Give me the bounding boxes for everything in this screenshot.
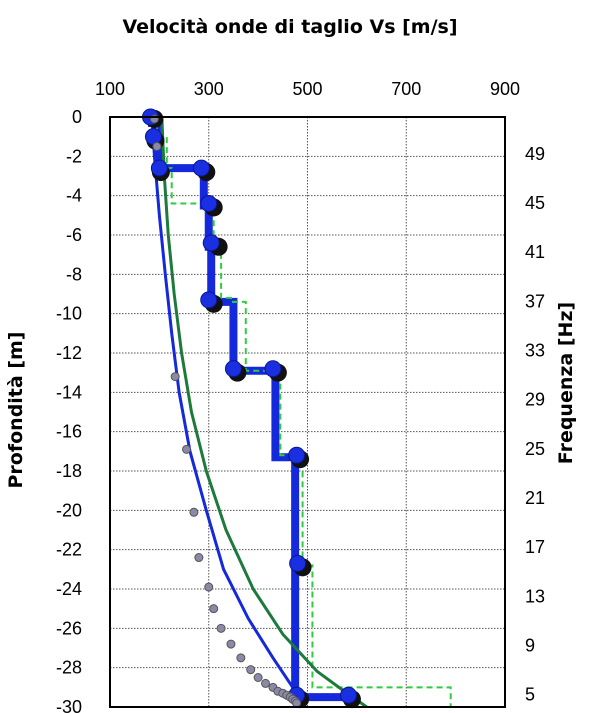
- grid: [109, 116, 506, 708]
- y2-tick-label: 17: [525, 537, 545, 557]
- plot-frame: [109, 116, 506, 708]
- series-dispersion-blue: [150, 116, 304, 704]
- y2-tick-label: 45: [525, 193, 545, 213]
- y-tick-label: -30: [56, 697, 82, 713]
- marker-blue: [202, 234, 220, 252]
- marker-gray: [182, 444, 192, 454]
- marker-gray: [189, 507, 199, 517]
- marker-blue: [200, 291, 218, 309]
- y2-ticks: 49 45 41 37 33 29 25 21 17 13 9 5: [525, 144, 545, 705]
- y2-tick-label: 37: [525, 291, 545, 311]
- y-tick-label: -18: [56, 461, 82, 481]
- marker-blue: [289, 554, 307, 572]
- x-tick-label: 300: [194, 79, 224, 99]
- y-tick-label: -16: [56, 422, 82, 442]
- y2-tick-label: 13: [525, 586, 545, 606]
- y2-tick-label: 49: [525, 144, 545, 164]
- y-axis-title: Profondità [m]: [5, 332, 27, 489]
- y2-tick-label: 41: [525, 242, 545, 262]
- marker-blue: [264, 360, 282, 378]
- y-tick-label: -14: [56, 382, 82, 402]
- y-tick-label: -20: [56, 500, 82, 520]
- marker-blue: [192, 159, 210, 177]
- marker-blue: [224, 360, 242, 378]
- marker-blue: [150, 159, 168, 177]
- marker-gray: [292, 698, 302, 708]
- marker-blue: [339, 686, 357, 704]
- marker-blue: [200, 195, 218, 213]
- marker-gray: [261, 678, 271, 688]
- chart-title: Velocità onde di taglio Vs [m/s]: [122, 16, 457, 38]
- y-tick-label: -24: [56, 579, 82, 599]
- y-tick-label: -22: [56, 540, 82, 560]
- y-tick-label: -12: [56, 343, 82, 363]
- y-tick-label: -26: [56, 618, 82, 638]
- x-tick-label: 100: [95, 79, 125, 99]
- marker-gray: [152, 142, 162, 151]
- marker-gray: [226, 639, 236, 649]
- marker-gray: [253, 673, 263, 682]
- y2-tick-label: 25: [525, 439, 545, 459]
- y-tick-label: -28: [56, 658, 82, 678]
- marker-blue: [288, 446, 306, 464]
- marker-gray: [170, 372, 180, 382]
- y-tick-label: 0: [72, 107, 82, 127]
- y2-axis-title: Frequenza [Hz]: [555, 302, 577, 464]
- marker-gray: [209, 604, 219, 614]
- x-tick-label: 500: [292, 79, 322, 99]
- marker-gray: [204, 582, 214, 592]
- y2-tick-label: 29: [525, 390, 545, 410]
- y-tick-label: -4: [66, 186, 82, 206]
- y-tick-label: -8: [66, 264, 82, 284]
- y-tick-label: -10: [56, 304, 82, 324]
- x-tick-label: 900: [490, 79, 520, 99]
- y-tick-label: -6: [66, 225, 82, 245]
- marker-gray: [194, 553, 204, 563]
- y2-tick-label: 21: [525, 488, 545, 508]
- series-profile-dashed: [155, 117, 452, 707]
- x-ticks: 100 300 500 700 900: [95, 79, 520, 99]
- y2-tick-label: 5: [525, 685, 535, 705]
- y2-tick-label: 33: [525, 341, 545, 361]
- marker-gray: [246, 665, 256, 675]
- series-dispersion-green: [160, 116, 368, 709]
- y-tick-label: -2: [66, 146, 82, 166]
- marker-gray: [216, 623, 226, 633]
- marker-blue: [144, 128, 162, 146]
- y-ticks: 0 -2 -4 -6 -8 -10 -12 -14 -16 -18 -20 -22 -24 -26 -28 -…: [56, 107, 82, 713]
- y2-tick-label: 9: [525, 636, 535, 656]
- x-tick-label: 700: [391, 79, 421, 99]
- markers-group: [141, 108, 361, 709]
- marker-gray: [236, 653, 246, 663]
